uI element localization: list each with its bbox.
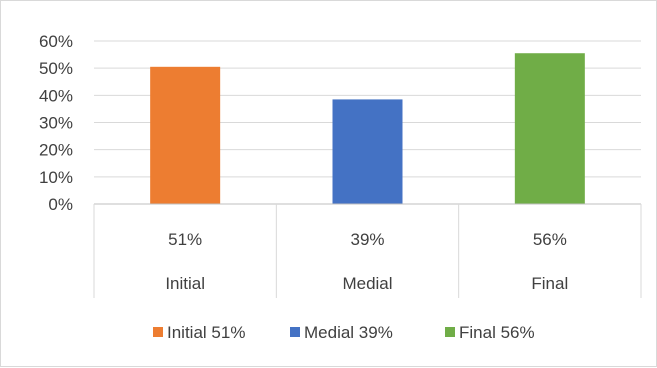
legend-item-initial: Initial 51% [153,323,245,342]
category-label-medial: Medial [342,274,392,293]
y-tick-label: 50% [39,59,73,78]
y-tick-label: 20% [39,141,73,160]
data-table: 51% Initial 39% Medial 56% Final [93,203,642,298]
legend-item-medial: Medial 39% [290,323,393,342]
bar-final [514,53,585,204]
table-value-initial: 51% [168,230,202,249]
y-tick-label: 10% [39,168,73,187]
legend-label: Medial 39% [304,323,393,342]
y-tick-label: 0% [48,195,73,214]
legend-swatch [153,327,163,337]
legend: Initial 51% Medial 39% Final 56% [153,323,535,342]
legend-swatch [290,327,300,337]
y-axis-tick-labels: 0% 10% 20% 30% 40% 50% 60% [39,32,73,214]
bar-medial [332,99,403,204]
table-value-medial: 39% [350,230,384,249]
bars [150,53,585,204]
category-label-final: Final [531,274,568,293]
y-tick-label: 30% [39,114,73,133]
legend-swatch [445,327,455,337]
legend-label: Final 56% [459,323,535,342]
y-tick-label: 60% [39,32,73,51]
legend-item-final: Final 56% [445,323,535,342]
y-tick-label: 40% [39,86,73,105]
table-value-final: 56% [533,230,567,249]
bar-initial [150,66,221,204]
category-label-initial: Initial [165,274,205,293]
legend-label: Initial 51% [167,323,245,342]
